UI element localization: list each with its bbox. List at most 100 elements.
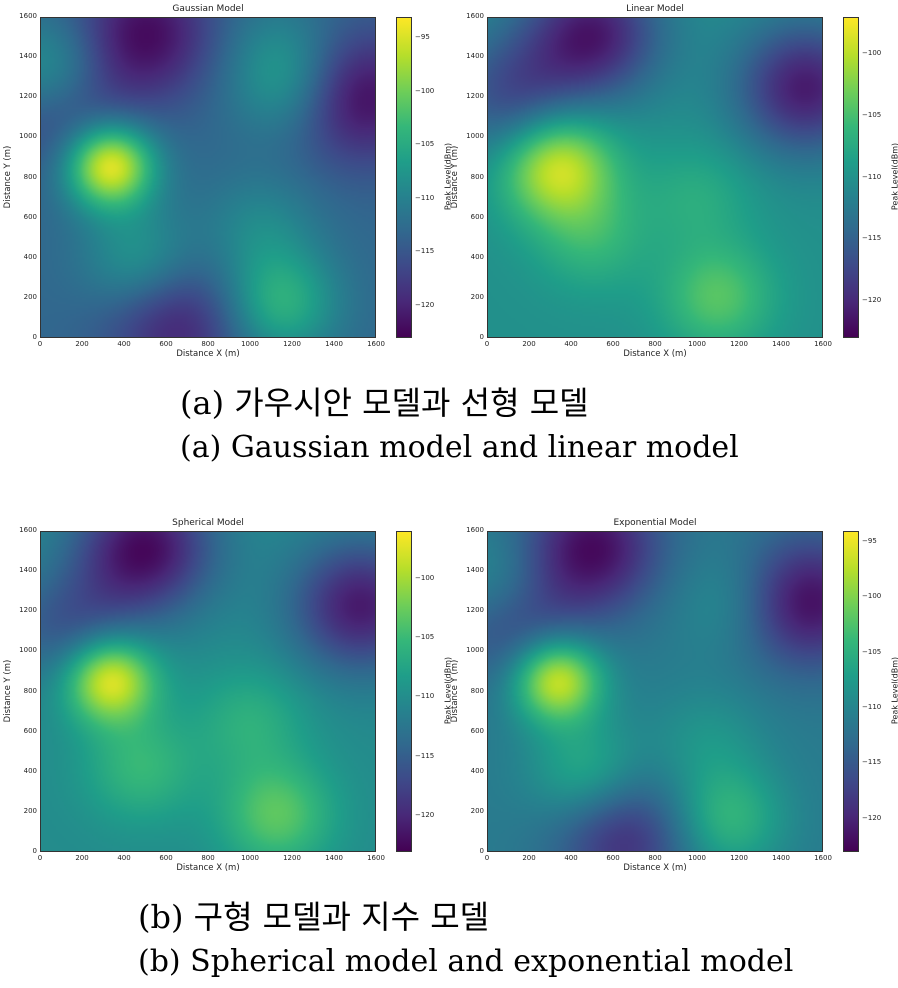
linear-model-colorbar-tick: −105 xyxy=(862,110,882,119)
linear-model-x-tick: 1000 xyxy=(688,340,706,348)
spherical-model-y-tick: 200 xyxy=(23,806,37,815)
exponential-model-y-tick: 1400 xyxy=(466,566,484,575)
exponential-model-y-tick: 800 xyxy=(470,686,484,695)
exponential-model-y-tick: 0 xyxy=(479,847,484,855)
gaussian-model-y-tick: 200 xyxy=(23,292,37,301)
linear-model-y-tick: 1600 xyxy=(466,12,484,20)
linear-model-x-tick: 400 xyxy=(564,340,578,348)
spherical-model-x-label: Distance X (m) xyxy=(176,863,240,873)
spherical-model-colorbar xyxy=(396,531,412,852)
spherical-model-colorbar-tick: −105 xyxy=(415,633,435,641)
spherical-model-colorbar-tick: −100 xyxy=(415,573,435,582)
spherical-model-colorbar-tick: −120 xyxy=(415,811,435,820)
exponential-model-y-tick: 1600 xyxy=(466,526,484,534)
gaussian-model-y-tick: 800 xyxy=(23,172,37,181)
spherical-model-y-tick: 0 xyxy=(32,847,37,855)
spherical-model-x-tick: 200 xyxy=(75,854,89,862)
spherical-model-x-tick: 800 xyxy=(201,854,215,862)
linear-model-y-tick: 1400 xyxy=(466,52,484,61)
spherical-model-x-tick: 1400 xyxy=(325,854,343,862)
gaussian-model-heatmap xyxy=(41,18,375,337)
exponential-model-title: Exponential Model xyxy=(613,518,697,528)
caption-a-english: (a) Gaussian model and linear model xyxy=(180,430,739,465)
linear-model-y-tick: 0 xyxy=(479,333,484,341)
caption-b-english: (b) Spherical model and exponential mode… xyxy=(138,944,794,979)
gaussian-model-colorbar-tick: −105 xyxy=(415,140,435,149)
linear-model-y-tick: 800 xyxy=(470,172,484,181)
exponential-model-x-tick: 1600 xyxy=(814,854,832,862)
exponential-model-x-tick: 200 xyxy=(522,854,536,862)
gaussian-model-y-tick: 1400 xyxy=(19,52,37,61)
linear-model-x-tick: 1600 xyxy=(814,340,832,348)
gaussian-model-x-tick: 800 xyxy=(201,340,215,348)
exponential-model-x-tick: 0 xyxy=(484,854,490,862)
caption-b-korean: (b) 구형 모델과 지수 모델 xyxy=(138,898,490,936)
linear-model-plot-area xyxy=(487,17,823,338)
gaussian-model-colorbar-tick: −100 xyxy=(415,86,435,95)
gaussian-model-plot-area xyxy=(40,17,376,338)
spherical-model-y-tick: 1200 xyxy=(19,606,37,615)
spherical-model-y-tick: 1400 xyxy=(19,566,37,575)
spherical-model-title: Spherical Model xyxy=(172,518,244,528)
linear-model-colorbar xyxy=(843,17,859,338)
gaussian-model-x-tick: 1000 xyxy=(241,340,259,348)
linear-model-colorbar-tick: −100 xyxy=(862,49,882,58)
gaussian-model-y-tick: 0 xyxy=(32,333,37,341)
exponential-model-x-tick: 600 xyxy=(606,854,620,862)
linear-model-x-label: Distance X (m) xyxy=(623,349,687,359)
gaussian-model-x-tick: 0 xyxy=(37,340,43,348)
spherical-model-x-tick: 0 xyxy=(37,854,43,862)
spherical-model-x-tick: 400 xyxy=(117,854,131,862)
linear-model-colorbar-label: Peak Level(dBm) xyxy=(890,142,898,210)
linear-model-title: Linear Model xyxy=(626,4,684,14)
gaussian-model-y-label: Distance Y (m) xyxy=(3,145,13,208)
linear-model-heatmap xyxy=(488,18,822,337)
linear-model-colorbar-tick: −115 xyxy=(862,234,882,243)
linear-model-y-tick: 1000 xyxy=(466,132,484,141)
linear-model-x-tick: 0 xyxy=(484,340,490,348)
spherical-model-y-label: Distance Y (m) xyxy=(3,659,13,722)
spherical-model-x-tick: 1000 xyxy=(241,854,259,862)
gaussian-model-colorbar-tick: −115 xyxy=(415,247,435,256)
gaussian-model-x-tick: 600 xyxy=(159,340,173,348)
spherical-model-y-tick: 400 xyxy=(23,766,37,775)
gaussian-model-colorbar-tick: −110 xyxy=(415,193,435,202)
linear-model-x-tick: 600 xyxy=(606,340,620,348)
linear-model-y-tick: 600 xyxy=(470,212,484,221)
linear-model-x-tick: 200 xyxy=(522,340,536,348)
gaussian-model-y-tick: 400 xyxy=(23,252,37,261)
gaussian-model-title: Gaussian Model xyxy=(172,4,244,14)
gaussian-model-x-tick: 200 xyxy=(75,340,89,348)
exponential-model-x-label: Distance X (m) xyxy=(623,863,687,873)
linear-model-y-tick: 400 xyxy=(470,252,484,261)
exponential-model-x-tick: 1200 xyxy=(730,854,748,862)
spherical-model-y-tick: 600 xyxy=(23,726,37,735)
exponential-model-y-tick: 1000 xyxy=(466,646,484,655)
exponential-model-colorbar-tick: −105 xyxy=(862,647,882,656)
exponential-model-colorbar-label: Peak Level(dBm) xyxy=(890,656,898,724)
spherical-model-y-tick: 1000 xyxy=(19,646,37,655)
spherical-model-plot-area xyxy=(40,531,376,852)
gaussian-model-x-tick: 1200 xyxy=(283,340,301,348)
gaussian-model-x-label: Distance X (m) xyxy=(176,349,240,359)
linear-model-x-tick: 800 xyxy=(648,340,662,348)
linear-model-y-tick: 200 xyxy=(470,292,484,301)
gaussian-model-x-tick: 1400 xyxy=(325,340,343,348)
spherical-model-colorbar-tick: −115 xyxy=(415,751,435,760)
exponential-model-y-label: Distance Y (m) xyxy=(450,659,460,722)
gaussian-model-x-tick: 1600 xyxy=(367,340,385,348)
spherical-model-y-tick: 800 xyxy=(23,686,37,695)
gaussian-model-x-tick: 400 xyxy=(117,340,131,348)
gaussian-model-colorbar-tick: −120 xyxy=(415,300,435,309)
gaussian-model-colorbar xyxy=(396,17,412,338)
exponential-model-colorbar-tick: −100 xyxy=(862,592,882,601)
spherical-model-y-tick: 1600 xyxy=(19,526,37,534)
exponential-model-y-tick: 200 xyxy=(470,806,484,815)
exponential-model-x-tick: 400 xyxy=(564,854,578,862)
spherical-model-heatmap xyxy=(41,532,375,851)
exponential-model-colorbar-tick: −95 xyxy=(862,537,877,546)
linear-model-x-tick: 1200 xyxy=(730,340,748,348)
exponential-model-x-tick: 1000 xyxy=(688,854,706,862)
linear-model-y-tick: 1200 xyxy=(466,92,484,101)
linear-model-colorbar-tick: −110 xyxy=(862,172,882,181)
